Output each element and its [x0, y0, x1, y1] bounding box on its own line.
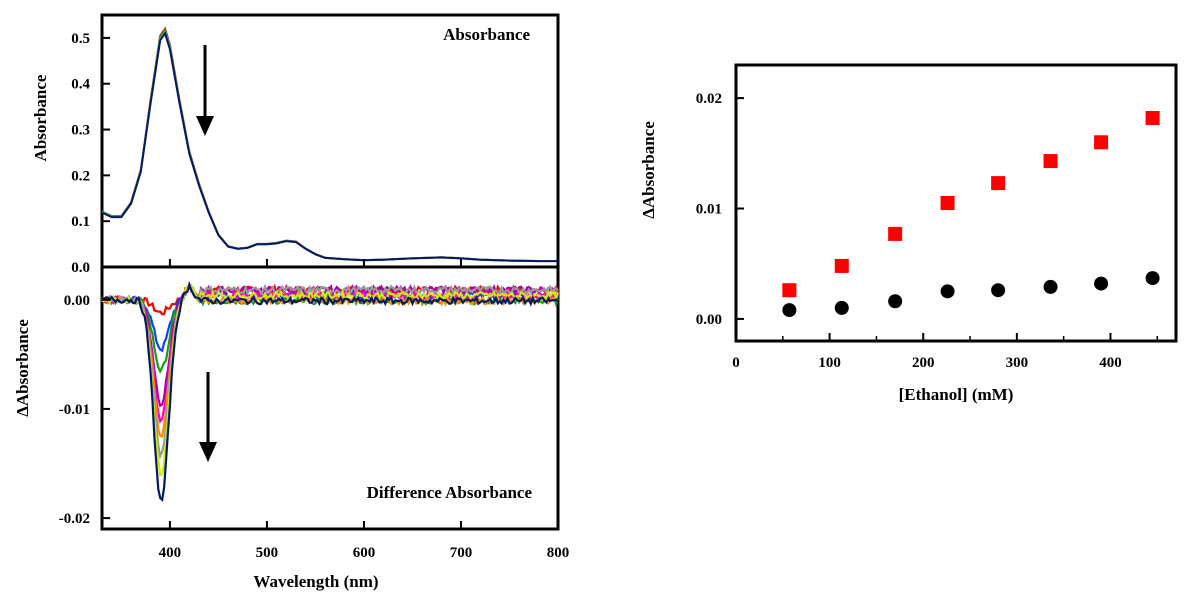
bottom-xtick-label: 800: [547, 545, 570, 561]
difference-series-8: [101, 281, 559, 502]
data-point-square: [940, 196, 955, 210]
right-ylabel: ΔAbsorbance: [639, 121, 658, 219]
right-xtick-label: 400: [1099, 355, 1122, 371]
right-xtick-label: 300: [1006, 355, 1029, 371]
data-point-square: [1043, 154, 1058, 169]
data-point-circle: [940, 284, 955, 299]
difference-absorbance-plot: -0.02 -0.01 0.00 400 500 600 700 800: [59, 281, 570, 561]
data-point-circle: [782, 303, 797, 318]
bottom-panel-frame: [100, 265, 560, 531]
top-arrow-icon: [196, 45, 214, 136]
right-panel-frame: [734, 63, 1178, 343]
right-xtick-label: 100: [818, 355, 841, 371]
bottom-ytick-label: -0.02: [59, 511, 90, 527]
data-point-circle: [1043, 279, 1058, 294]
data-point-circle: [834, 300, 849, 315]
bottom-xtick-label: 600: [353, 545, 376, 561]
right-xlabel: [Ethanol] (mM): [899, 385, 1014, 404]
bottom-ylabel: ΔAbsorbance: [13, 319, 32, 417]
right-ytick-label: 0.02: [696, 91, 722, 107]
absorbance-series-3: [101, 31, 558, 263]
absorbance-series-2: [101, 29, 558, 263]
bottom-xtick-label: 400: [159, 545, 182, 561]
bottom-xtick-label: 500: [256, 545, 279, 561]
bottom-ytick-label: -0.01: [59, 402, 90, 418]
data-point-square: [834, 258, 849, 273]
bottom-xlabel: Wavelength (nm): [253, 572, 378, 591]
data-point-circle: [991, 283, 1006, 298]
bottom-xtick-label: 700: [450, 545, 473, 561]
top-ytick-label: 0.2: [71, 168, 90, 184]
right-xtick-label: 0: [732, 355, 740, 371]
data-point-circle: [888, 294, 903, 309]
top-panel-title: Absorbance: [443, 25, 530, 44]
data-point-circle: [1145, 271, 1160, 286]
absorbance-plot: 0.0 0.1 0.2 0.3 0.4 0.5: [71, 26, 559, 276]
bottom-ytick-label: 0.00: [64, 293, 90, 309]
top-ylabel: Absorbance: [31, 74, 50, 161]
absorbance-series-0: [101, 26, 558, 262]
top-ytick-label: 0.4: [71, 77, 90, 93]
ethanol-titration-plot: 0.00 0.01 0.02 0 100 200 300 400: [696, 91, 1160, 371]
data-point-square: [991, 176, 1006, 191]
right-xtick-label: 200: [912, 355, 935, 371]
top-ytick-label: 0.3: [71, 123, 90, 139]
bottom-panel-title: Difference Absorbance: [367, 483, 533, 502]
data-point-square: [888, 226, 903, 241]
right-ytick-label: 0.01: [696, 202, 722, 218]
bottom-arrow-icon: [199, 372, 217, 462]
top-ytick-label: 0.5: [71, 31, 90, 47]
data-point-square: [782, 283, 797, 298]
top-ytick-label: 0.1: [71, 214, 90, 230]
right-ytick-label: 0.00: [696, 312, 722, 328]
absorbance-series-1: [101, 27, 558, 262]
top-ytick-label: 0.0: [71, 260, 90, 276]
difference-series-7: [101, 283, 560, 477]
data-point-circle: [1094, 276, 1109, 291]
data-point-square: [1094, 135, 1109, 150]
data-point-square: [1145, 110, 1160, 125]
